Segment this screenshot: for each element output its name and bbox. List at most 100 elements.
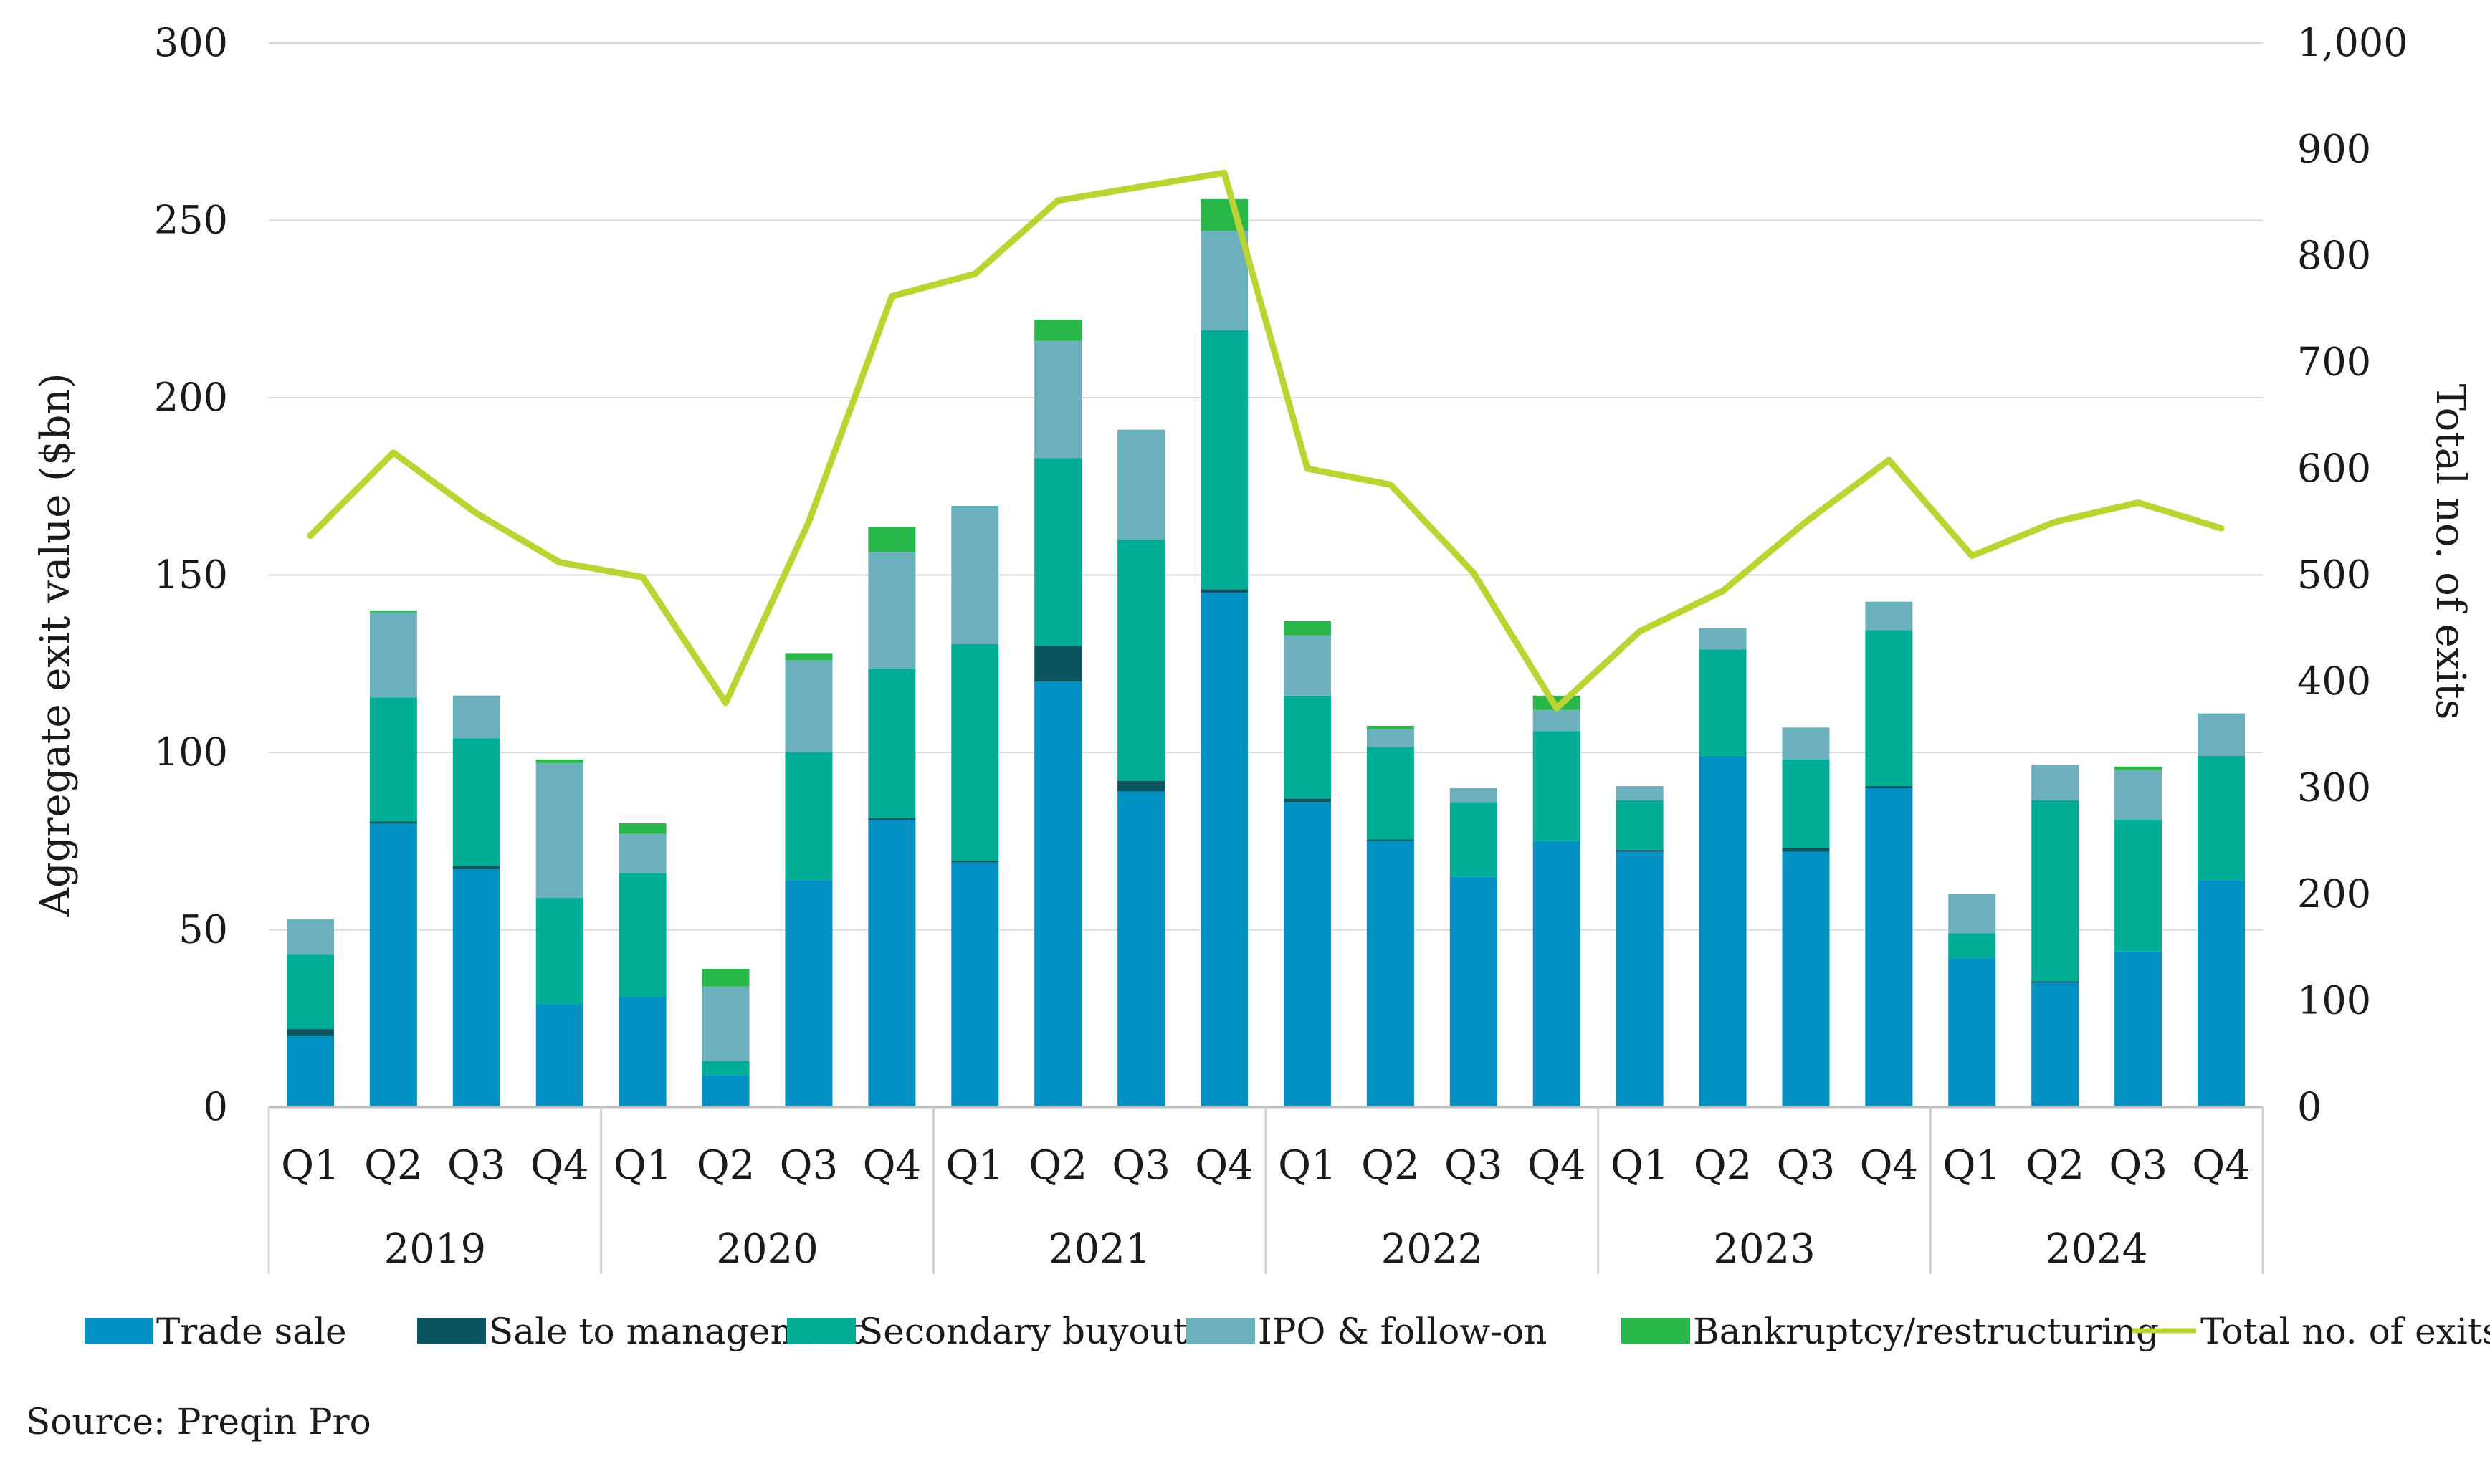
- bar-sale-to-management: [1865, 786, 1913, 788]
- y-tick-label: 300: [154, 20, 228, 65]
- bar-secondary-buyout: [619, 873, 667, 997]
- x-group-label: 2019: [384, 1226, 487, 1273]
- bar-trade-sale: [1366, 841, 1414, 1107]
- bar-secondary-buyout: [1117, 540, 1165, 781]
- bar-ipo-follow-on: [619, 833, 667, 873]
- bar-secondary-buyout: [1616, 800, 1664, 851]
- bar-trade-sale: [702, 1075, 750, 1107]
- bar-sale-to-management: [452, 866, 500, 870]
- bar-secondary-buyout: [286, 954, 334, 1030]
- bar-trade-sale: [2031, 982, 2079, 1107]
- x-tick-label: Q1: [1943, 1142, 2002, 1189]
- bar-ipo-follow-on: [1366, 729, 1414, 747]
- y2-tick-label: 500: [2297, 552, 2371, 598]
- bar-trade-sale: [2198, 880, 2246, 1107]
- y-tick-label: 50: [178, 907, 228, 952]
- bar-ipo-follow-on: [1449, 788, 1497, 803]
- x-tick-label: Q2: [364, 1142, 423, 1189]
- bar-secondary-buyout: [452, 738, 500, 866]
- bar-trade-sale: [1532, 841, 1580, 1107]
- legend-label: Bankruptcy/restructuring: [1693, 1311, 2159, 1352]
- bar-secondary-buyout: [1865, 630, 1913, 787]
- legend-label: Secondary buyout: [859, 1311, 1188, 1352]
- bar-secondary-buyout: [702, 1061, 750, 1076]
- bar-ipo-follow-on: [1201, 231, 1249, 330]
- bar-bankruptcy-restructuring: [785, 653, 833, 661]
- bar-sale-to-management: [1782, 848, 1830, 852]
- legend-label: Trade sale: [156, 1311, 347, 1352]
- bar-trade-sale: [785, 880, 833, 1107]
- bar-secondary-buyout: [1782, 759, 1830, 848]
- x-tick-label: Q4: [1527, 1142, 1586, 1189]
- x-tick-label: Q1: [614, 1142, 672, 1189]
- y2-tick-label: 900: [2297, 127, 2371, 172]
- bar-trade-sale: [535, 1004, 583, 1107]
- bar-secondary-buyout: [2031, 800, 2079, 982]
- bar-ipo-follow-on: [868, 552, 916, 669]
- bar-bankruptcy-restructuring: [369, 611, 417, 613]
- bar-bankruptcy-restructuring: [1283, 621, 1331, 636]
- bar-trade-sale: [2114, 951, 2162, 1107]
- y2-axis-title: Total no. of exits: [2427, 384, 2474, 720]
- bar-ipo-follow-on: [2198, 713, 2246, 756]
- bar-trade-sale: [1449, 876, 1497, 1107]
- x-tick-label: Q4: [863, 1142, 922, 1189]
- bar-secondary-buyout: [535, 897, 583, 1005]
- bar-trade-sale: [286, 1036, 334, 1107]
- x-tick-label: Q1: [281, 1142, 340, 1189]
- x-tick-label: Q3: [2109, 1142, 2167, 1189]
- bar-trade-sale: [369, 823, 417, 1107]
- x-group-label: 2022: [1381, 1226, 1484, 1273]
- x-group-label: 2023: [1713, 1226, 1816, 1273]
- bar-bankruptcy-restructuring: [2114, 766, 2162, 770]
- x-tick-label: Q2: [2026, 1142, 2084, 1189]
- bar-trade-sale: [452, 869, 500, 1107]
- y2-tick-label: 700: [2297, 340, 2371, 385]
- x-group-label: 2020: [716, 1226, 819, 1273]
- bar-trade-sale: [1948, 958, 1996, 1107]
- bar-sale-to-management: [1283, 798, 1331, 803]
- bar-secondary-buyout: [1532, 731, 1580, 841]
- bar-trade-sale: [1699, 755, 1747, 1107]
- bar-bankruptcy-restructuring: [1034, 320, 1082, 341]
- bar-trade-sale: [951, 862, 999, 1107]
- legend-swatch: [787, 1318, 856, 1344]
- bar-ipo-follow-on: [1782, 727, 1830, 760]
- bar-trade-sale: [868, 820, 916, 1107]
- bar-bankruptcy-restructuring: [619, 823, 667, 834]
- y-tick-label: 0: [204, 1084, 228, 1129]
- bar-secondary-buyout: [1283, 695, 1331, 799]
- bar-ipo-follow-on: [2031, 765, 2079, 800]
- y2-tick-label: 1,000: [2297, 20, 2408, 65]
- bar-ipo-follow-on: [369, 612, 417, 698]
- bar-secondary-buyout: [868, 669, 916, 818]
- bar-trade-sale: [1283, 802, 1331, 1107]
- bar-secondary-buyout: [1948, 933, 1996, 959]
- bar-secondary-buyout: [369, 697, 417, 822]
- legend-swatch: [417, 1318, 486, 1344]
- bar-trade-sale: [1865, 788, 1913, 1107]
- bar-ipo-follow-on: [1283, 635, 1331, 696]
- bar-sale-to-management: [369, 821, 417, 823]
- y-axis-title: Aggregate exit value ($bn): [32, 373, 79, 918]
- x-tick-label: Q2: [1361, 1142, 1420, 1189]
- bar-ipo-follow-on: [1948, 894, 1996, 934]
- x-tick-label: Q2: [1029, 1142, 1087, 1189]
- bar-secondary-buyout: [1449, 802, 1497, 877]
- y-tick-label: 200: [154, 375, 228, 420]
- x-tick-label: Q4: [1860, 1142, 1919, 1189]
- x-tick-label: Q4: [1195, 1142, 1254, 1189]
- bar-secondary-buyout: [1034, 458, 1082, 646]
- y-tick-label: 250: [154, 198, 228, 243]
- bar-trade-sale: [1616, 851, 1664, 1107]
- x-group-label: 2024: [2046, 1226, 2148, 1273]
- line-series: [307, 169, 2225, 712]
- x-tick-label: Q4: [2192, 1142, 2251, 1189]
- bar-bankruptcy-restructuring: [702, 968, 750, 987]
- bar-sale-to-management: [1034, 646, 1082, 681]
- gridlines: [269, 42, 2263, 931]
- x-tick-label: Q2: [697, 1142, 755, 1189]
- bar-secondary-buyout: [2198, 755, 2246, 881]
- y-tick-label: 150: [154, 552, 228, 598]
